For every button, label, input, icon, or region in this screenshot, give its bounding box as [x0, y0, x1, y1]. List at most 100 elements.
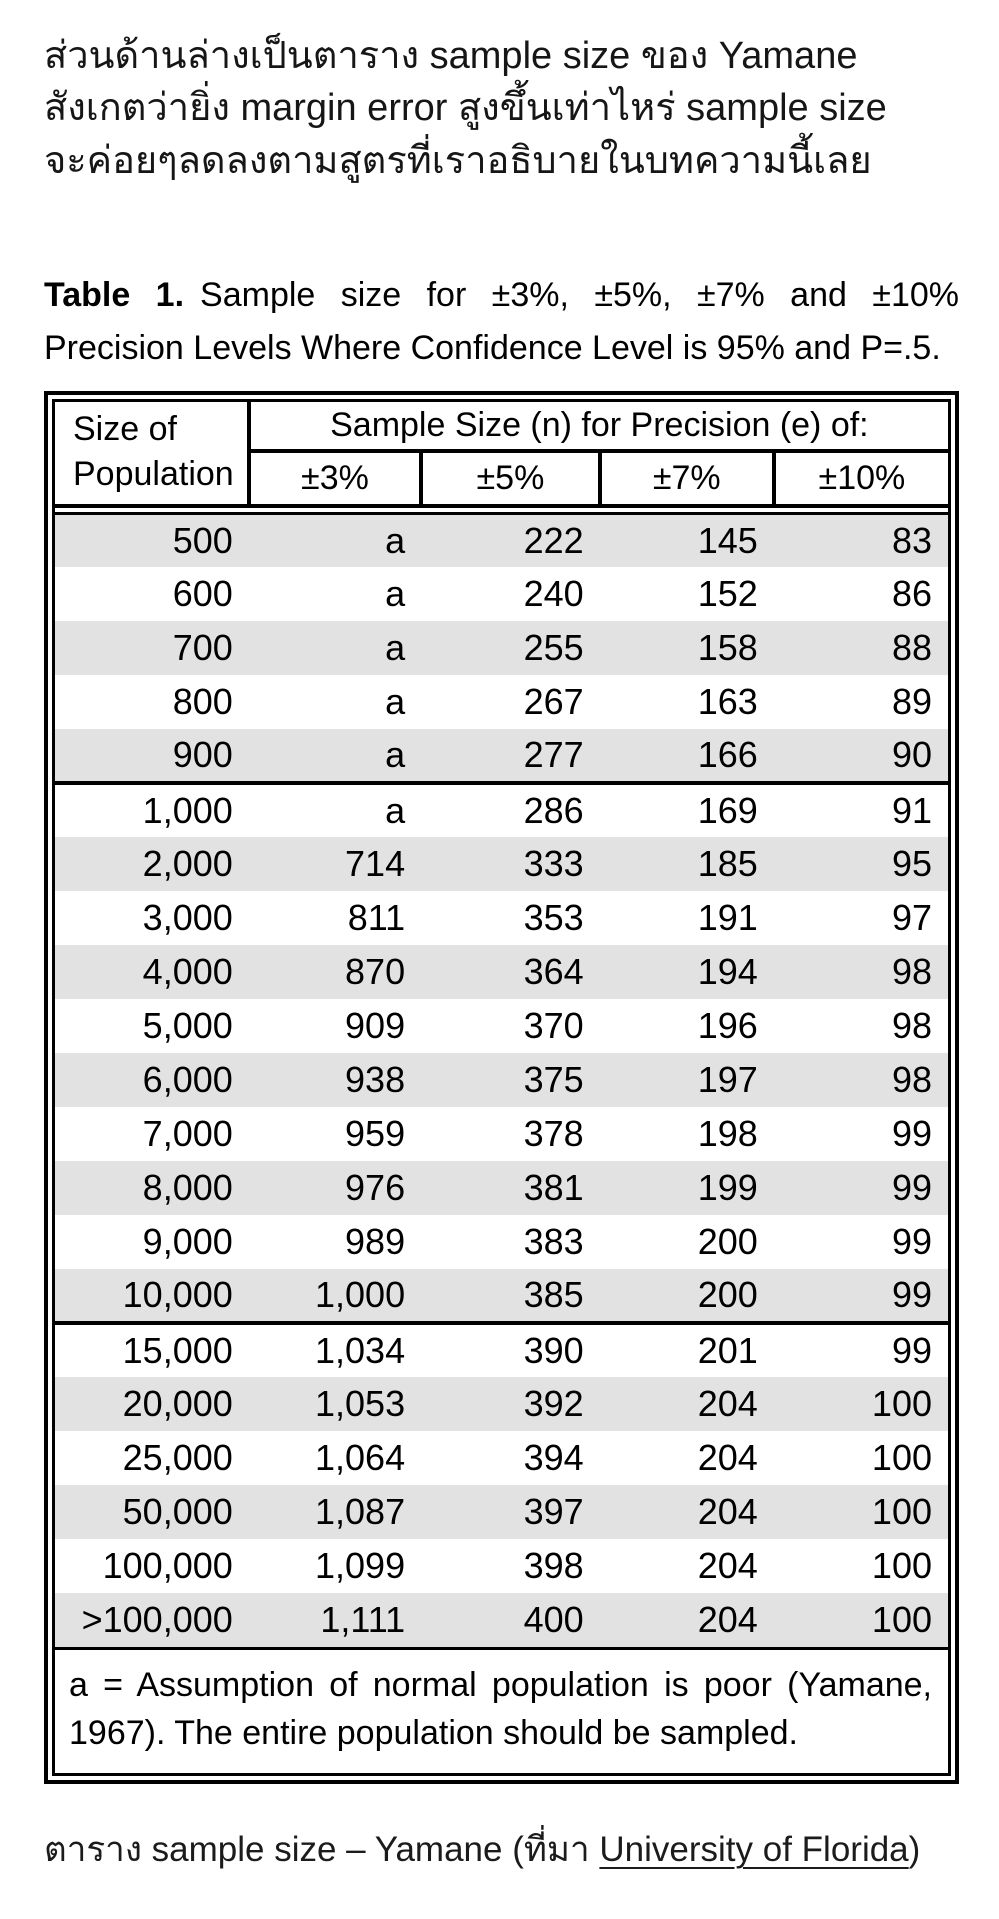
- population-cell: 6,000: [142, 1059, 233, 1101]
- sample-size-cell: 381: [523, 1167, 584, 1209]
- intro-paragraph: ส่วนด้านล่างเป็นตาราง sample size ของ Ya…: [44, 30, 959, 187]
- sample-size-cell: 196: [697, 1005, 758, 1047]
- sample-size-cell: 1,099: [315, 1545, 406, 1587]
- sample-size-cell: 99: [773, 1321, 948, 1378]
- sample-size-cell: 390: [421, 1321, 600, 1378]
- sample-size-cell: 222: [523, 519, 584, 561]
- sample-size-cell: 204: [697, 1599, 758, 1641]
- sample-size-cell: 204: [697, 1491, 758, 1533]
- sample-size-cell: 397: [523, 1491, 584, 1533]
- sample-size-cell: 959: [345, 1113, 406, 1155]
- population-cell: 2,000: [142, 843, 233, 885]
- sample-size-cell: 152: [697, 573, 758, 615]
- column-header-precision-10: ±10%: [818, 458, 906, 497]
- sample-size-cell: 91: [773, 781, 948, 838]
- population-cell: 8,000: [142, 1167, 233, 1209]
- sample-size-cell: 392: [523, 1383, 584, 1425]
- sample-size-cell: a: [248, 781, 422, 838]
- table-row: 900 a 277 166 90: [55, 729, 948, 784]
- sample-size-cell: 811: [347, 897, 406, 939]
- population-cell: 10,000: [122, 1274, 233, 1316]
- sample-size-cell: 375: [523, 1059, 584, 1101]
- sample-size-table: Size of Population Sample Size (n) for P…: [52, 398, 951, 1777]
- population-cell: 100,000: [102, 1545, 233, 1587]
- sample-size-cell: a: [385, 573, 406, 615]
- population-cell: 25,000: [122, 1437, 233, 1479]
- sample-size-cell: 158: [697, 627, 758, 669]
- population-cell: 7,000: [142, 1113, 233, 1155]
- sample-size-cell: 267: [523, 681, 584, 723]
- population-cell: 600: [172, 573, 233, 615]
- population-cell: 15,000: [55, 1321, 249, 1378]
- table-row: 20,000 1,053 392 204 100: [55, 1377, 948, 1432]
- sample-size-cell: 204: [697, 1437, 758, 1479]
- sample-size-cell: 100: [871, 1383, 932, 1425]
- table-header: Size of Population Sample Size (n) for P…: [55, 401, 948, 508]
- population-cell: 50,000: [122, 1491, 233, 1533]
- sample-size-cell: 98: [891, 1005, 932, 1047]
- sample-size-cell: 200: [697, 1221, 758, 1263]
- table-row: 9,000 989 383 200 99: [55, 1215, 948, 1269]
- table-row: 2,000 714 333 185 95: [55, 837, 948, 892]
- sample-size-cell: 204: [697, 1383, 758, 1425]
- sample-size-cell: 191: [697, 897, 758, 939]
- column-header-precision-7: ±7%: [599, 450, 776, 506]
- table-row: 7,000 959 378 198 99: [55, 1107, 948, 1161]
- table-row: 5,000 909 370 196 98: [55, 999, 948, 1053]
- sample-size-cell: 1,053: [315, 1383, 406, 1425]
- population-cell: 900: [172, 734, 233, 776]
- sample-size-cell: 938: [345, 1059, 406, 1101]
- table-row: 700 a 255 158 88: [55, 621, 948, 676]
- sample-size-cell: 166: [697, 734, 758, 776]
- table-row: 600 a 240 152 86: [55, 567, 948, 621]
- sample-size-cell: 90: [891, 734, 932, 776]
- sample-size-cell: 1,000: [315, 1274, 406, 1316]
- sample-size-cell: 89: [891, 681, 932, 723]
- sample-size-cell: 86: [891, 573, 932, 615]
- sample-size-cell: 169: [599, 781, 774, 838]
- sample-size-cell: 370: [523, 1005, 584, 1047]
- sample-size-cell: 400: [523, 1599, 584, 1641]
- sample-size-cell: 99: [891, 1221, 932, 1263]
- sample-size-cell: 199: [697, 1167, 758, 1209]
- sample-size-cell: 100: [871, 1437, 932, 1479]
- sample-size-cell: a: [385, 681, 406, 723]
- sample-size-cell: 100: [871, 1599, 932, 1641]
- table-row: 100,000 1,099 398 204 100: [55, 1539, 948, 1593]
- sample-size-cell: 163: [697, 681, 758, 723]
- sample-size-cell: 204: [697, 1545, 758, 1587]
- sample-size-cell: 95: [891, 843, 932, 885]
- table-row: 15,000 1,034 390 201 99: [55, 1321, 948, 1378]
- sample-size-cell: 353: [523, 897, 584, 939]
- sample-size-cell: 197: [697, 1059, 758, 1101]
- table-row: 4,000 870 364 194 98: [55, 945, 948, 1000]
- table-title-label: Table 1.: [44, 276, 185, 315]
- population-cell: 9,000: [142, 1221, 233, 1263]
- sample-size-cell: 870: [345, 951, 406, 993]
- sample-size-cell: 99: [891, 1113, 932, 1155]
- sample-size-cell: 333: [523, 843, 584, 885]
- population-cell: 800: [172, 681, 233, 723]
- population-cell: >100,000: [81, 1599, 233, 1641]
- sample-size-cell: 378: [523, 1113, 584, 1155]
- population-cell: 500: [172, 519, 233, 561]
- population-cell: 5,000: [142, 1005, 233, 1047]
- sample-size-cell: 194: [697, 951, 758, 993]
- column-group-header-sample-size: Sample Size (n) for Precision (e) of:: [248, 401, 948, 453]
- sample-size-cell: 1,087: [315, 1491, 406, 1533]
- sample-size-cell: 385: [523, 1274, 584, 1316]
- intro-line: ส่วนด้านล่างเป็นตาราง sample size ของ Ya…: [44, 35, 858, 77]
- sample-size-cell: 97: [891, 897, 932, 939]
- sample-size-cell: 83: [891, 519, 932, 561]
- caption: ตาราง sample size – Yamane (ที่มา Univer…: [44, 1822, 959, 1877]
- sample-size-cell: 364: [523, 951, 584, 993]
- university-of-florida-link[interactable]: University of Florida: [599, 1830, 909, 1870]
- sample-size-cell: 714: [345, 843, 406, 885]
- sample-size-cell: 989: [345, 1221, 406, 1263]
- column-header-precision-5: ±5%: [421, 450, 602, 506]
- population-cell: 700: [172, 627, 233, 669]
- caption-suffix: ): [908, 1830, 921, 1870]
- population-cell: 4,000: [142, 951, 233, 993]
- column-header-population: Size of Population: [55, 401, 251, 506]
